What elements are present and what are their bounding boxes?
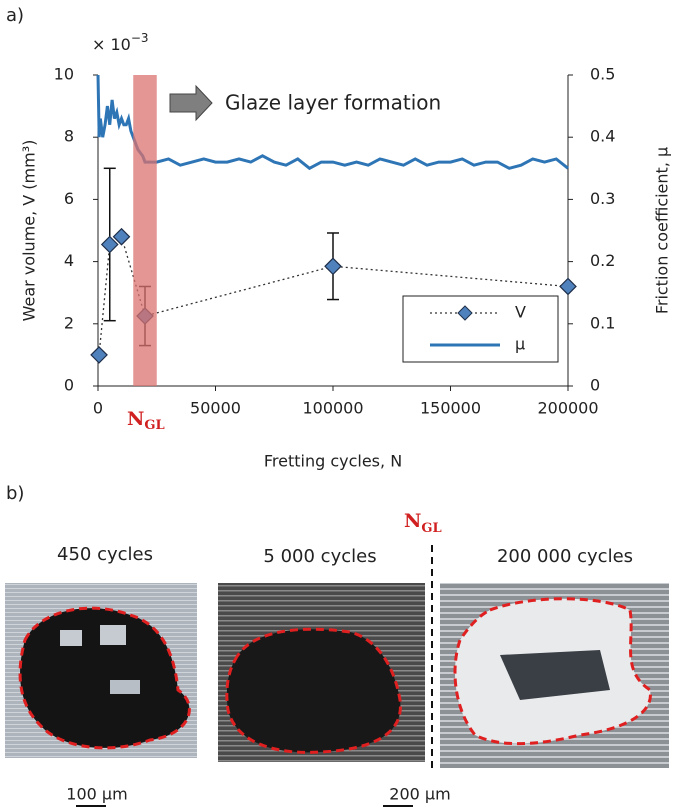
x-axis-label: Fretting cycles, N	[264, 452, 402, 471]
scale-bar-label: 100 µm	[66, 785, 127, 804]
v-marker	[90, 346, 108, 364]
mu-line	[96, 74, 569, 171]
offset-base: × 10	[92, 35, 131, 54]
legend-label: V	[515, 303, 526, 322]
chart: 0 2 4 6 8 10 0 0.1 0.2 0.3 0.4 0.5 0 50000 100000 15000…	[20, 31, 672, 471]
y-offset-label: × 10−3	[92, 31, 149, 54]
patch	[100, 625, 126, 645]
legend-label: μ	[515, 335, 525, 354]
y2-tick-label: 0	[590, 376, 600, 395]
ngl-main: N	[127, 408, 144, 430]
patch	[110, 680, 140, 694]
image-label: 450 cycles	[57, 544, 153, 565]
x-tick-label: 200000	[537, 399, 598, 418]
scale-bar-label: 200 µm	[389, 785, 450, 804]
wear-scar	[225, 627, 402, 754]
x-tick-label: 150000	[420, 399, 481, 418]
legend-box	[402, 295, 559, 363]
ngl-main: N	[404, 510, 421, 532]
y-tick-label: 0	[64, 376, 74, 395]
ngl-label: NGL	[404, 510, 442, 536]
y-tick-label: 6	[64, 189, 74, 208]
legend-marker	[457, 305, 473, 321]
v-marker	[324, 257, 342, 276]
y2-tick-label: 0.3	[590, 189, 615, 208]
ngl-band	[133, 75, 157, 386]
v-marker	[100, 235, 119, 254]
y-tick-label: 8	[64, 127, 74, 146]
ngl-sub: GL	[421, 521, 441, 536]
x-tick-label: 0	[93, 399, 103, 418]
image-label: 200 000 cycles	[497, 546, 633, 567]
y2-tick-label: 0.1	[590, 313, 615, 332]
y2-tick-label: 0.4	[590, 127, 615, 146]
micrographs	[5, 545, 669, 768]
y-tick-label: 4	[64, 251, 74, 270]
y2-axis-label: Friction coefficient, μ	[653, 147, 672, 314]
patch	[500, 650, 610, 700]
ngl-sub: GL	[144, 418, 164, 433]
offset-exponent: −3	[131, 31, 149, 45]
ngl-axis-label: NGL	[127, 408, 165, 433]
annotation: Glaze layer formation	[225, 91, 441, 115]
panel-label: b)	[6, 483, 24, 504]
image-label: 5 000 cycles	[263, 546, 376, 567]
panel-label: a)	[6, 5, 24, 26]
x-tick-label: 50000	[190, 399, 241, 418]
x-tick-label: 100000	[302, 399, 363, 418]
y2-tick-label: 0.5	[590, 65, 615, 84]
v-marker	[112, 227, 131, 246]
y2-tick-label: 0.2	[590, 251, 615, 270]
patch	[60, 630, 82, 646]
annotation-arrow	[169, 84, 213, 122]
v-marker	[559, 277, 577, 296]
y-tick-label: 2	[64, 313, 74, 332]
y-axis-label: Wear volume, V (mm³)	[20, 140, 39, 322]
y-tick-label: 10	[54, 65, 74, 84]
